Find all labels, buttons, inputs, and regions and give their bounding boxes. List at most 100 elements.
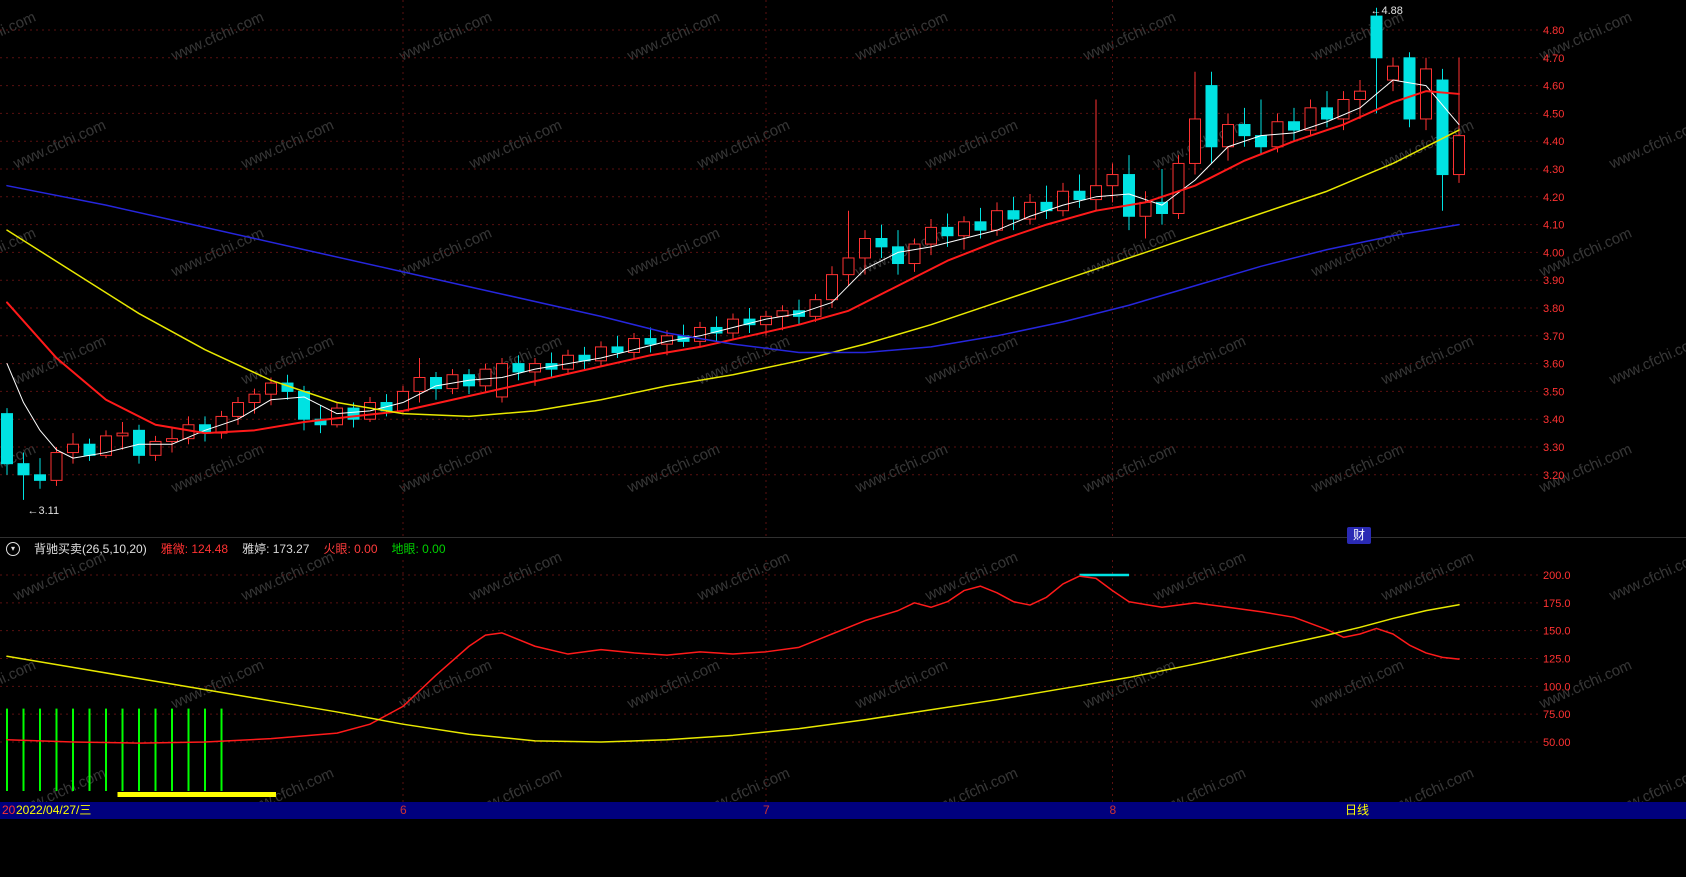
indicator-axis-label: 125.0 — [1543, 653, 1571, 665]
ma-white-line — [6, 79, 1460, 459]
price-axis-label: 3.40 — [1543, 414, 1564, 426]
down-candle — [941, 226, 954, 237]
up-candle — [248, 393, 261, 404]
down-candle — [1238, 124, 1251, 137]
down-candle — [298, 390, 310, 420]
up-candle — [1420, 68, 1432, 120]
up-candle — [116, 432, 129, 437]
up-candle — [529, 363, 541, 373]
down-candle — [347, 407, 360, 420]
up-candle — [166, 438, 178, 442]
indicator-axis-label: 75.00 — [1543, 709, 1571, 721]
up-candle — [1057, 190, 1069, 212]
ma-yellow-line — [6, 129, 1460, 418]
indicator-axis-label: 150.0 — [1543, 626, 1571, 638]
up-candle — [595, 346, 607, 362]
down-candle — [1370, 15, 1383, 59]
month-tick-label: 6 — [400, 803, 407, 817]
up-candle — [661, 335, 673, 345]
down-candle — [1288, 121, 1300, 131]
price-axis-label: 3.20 — [1543, 470, 1564, 482]
up-candle — [1222, 124, 1234, 148]
indicator-line-雅婷 — [6, 604, 1460, 743]
down-candle — [1156, 201, 1168, 214]
indicator-collapse-icon[interactable]: ▾ — [6, 542, 20, 556]
down-candle — [430, 377, 442, 390]
up-candle — [826, 274, 838, 301]
indicator-header-item: 背驰买卖(26,5,10,20) — [34, 542, 147, 556]
down-candle — [611, 346, 624, 353]
up-candle — [562, 354, 574, 370]
up-candle — [628, 338, 640, 353]
price-axis-label: 3.60 — [1543, 359, 1564, 371]
price-axis-label: 3.70 — [1543, 331, 1564, 343]
down-candle — [892, 246, 904, 265]
indicator-header-item: 地眼: 0.00 — [391, 542, 446, 556]
up-candle — [842, 257, 855, 276]
up-candle — [859, 238, 871, 259]
up-candle — [1337, 99, 1350, 120]
down-candle — [1073, 190, 1086, 201]
month-tick-label: 8 — [1109, 803, 1117, 817]
down-candle — [1403, 57, 1416, 120]
down-candle — [1205, 85, 1218, 148]
price-axis-label: 4.50 — [1543, 108, 1564, 120]
price-axis-label: 4.20 — [1543, 192, 1564, 204]
indicator-axis-label: 50.00 — [1543, 737, 1571, 749]
period-label[interactable]: 日线 — [1345, 803, 1370, 817]
low-price-marker: ←3.11 — [28, 505, 60, 517]
price-axis-label: 4.30 — [1543, 164, 1564, 176]
up-candle — [479, 368, 492, 387]
up-candle — [265, 382, 277, 395]
down-candle — [1321, 107, 1333, 120]
down-candle — [644, 338, 657, 345]
bottom-axis-bar: 20 2022/04/27/三 6 7 8 日线 — [0, 802, 1686, 819]
indicator-header-item: 火眼: 0.00 — [323, 542, 378, 556]
price-axis-label: 4.60 — [1543, 81, 1564, 93]
ma-blue-line — [6, 184, 1460, 354]
up-candle — [446, 374, 459, 390]
up-candle — [50, 452, 63, 481]
up-candle — [67, 443, 79, 454]
down-candle — [1007, 210, 1020, 220]
start-date-label: 2022/04/27/三 — [16, 803, 92, 817]
up-candle — [1106, 174, 1119, 187]
up-candle — [100, 435, 112, 456]
main-candlestick-chart[interactable]: 4.80 4.70 4.60 4.50 4.40 4.30 4.20 4.10 4.00 3.90… — [0, 0, 1686, 540]
down-candle — [34, 474, 46, 481]
panel-divider[interactable] — [0, 537, 1686, 538]
up-candle — [1139, 201, 1152, 217]
indicator-header-items: 背驰买卖(26,5,10,20) 雅微: 124.48 雅婷: 173.27 火眼: … — [34, 539, 446, 559]
indicator-header: ▾ 背驰买卖(26,5,10,20) 雅微: 124.48 雅婷: 173.27 火眼… — [0, 539, 1686, 559]
down-candle — [512, 363, 525, 373]
price-axis-label: 4.00 — [1543, 247, 1564, 259]
indicator-chart[interactable]: 200.0 175.0 150.0 125.0 100.0 75.00 50.00 — [0, 560, 1686, 802]
price-axis-label: 4.40 — [1543, 136, 1564, 148]
indicator-axis-label: 100.0 — [1543, 681, 1571, 693]
price-axis-label: 3.50 — [1543, 386, 1564, 398]
up-candle — [1453, 135, 1465, 176]
down-candle — [17, 463, 30, 476]
up-candle — [1090, 185, 1102, 201]
down-candle — [1, 413, 13, 465]
indicator-header-item: 雅婷: 173.27 — [242, 542, 310, 556]
finance-tag[interactable]: 财 — [1347, 527, 1372, 544]
up-candle — [1024, 201, 1036, 220]
up-candle — [1354, 90, 1366, 101]
up-candle — [925, 226, 937, 245]
ma-red-line — [6, 90, 1460, 435]
up-candle — [232, 402, 244, 417]
up-candle — [1304, 107, 1317, 131]
down-candle — [974, 221, 987, 231]
down-candle — [83, 443, 96, 456]
up-candle — [958, 221, 970, 237]
price-axis-label: 4.70 — [1543, 53, 1564, 65]
indicator-header-item: 雅微: 124.48 — [160, 542, 229, 556]
month-tick-label: 7 — [763, 803, 770, 817]
up-candle — [1387, 65, 1399, 81]
indicator-line-雅微 — [6, 575, 1460, 744]
price-axis-label: 3.90 — [1543, 275, 1564, 287]
indicator-axis-label: 200.0 — [1543, 570, 1571, 582]
up-candle — [413, 377, 426, 392]
